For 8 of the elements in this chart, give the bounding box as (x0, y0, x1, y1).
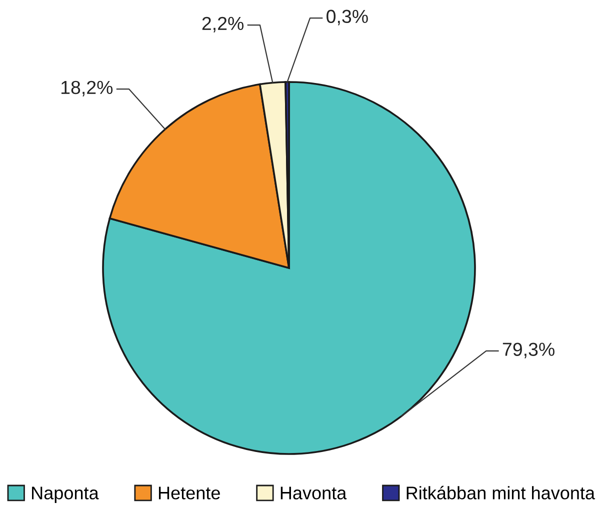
legend-label: Naponta (32, 486, 99, 503)
data-label: 79,3% (502, 342, 554, 358)
data-label: 18,2% (62, 80, 113, 96)
data-label: 2,2% (202, 16, 244, 32)
legend-label: Havonta (280, 486, 347, 500)
legend-label: Hetente (158, 486, 220, 500)
legend-label: Ritkábban mint havonta (406, 486, 596, 500)
data-label: 0,3% (326, 10, 368, 26)
